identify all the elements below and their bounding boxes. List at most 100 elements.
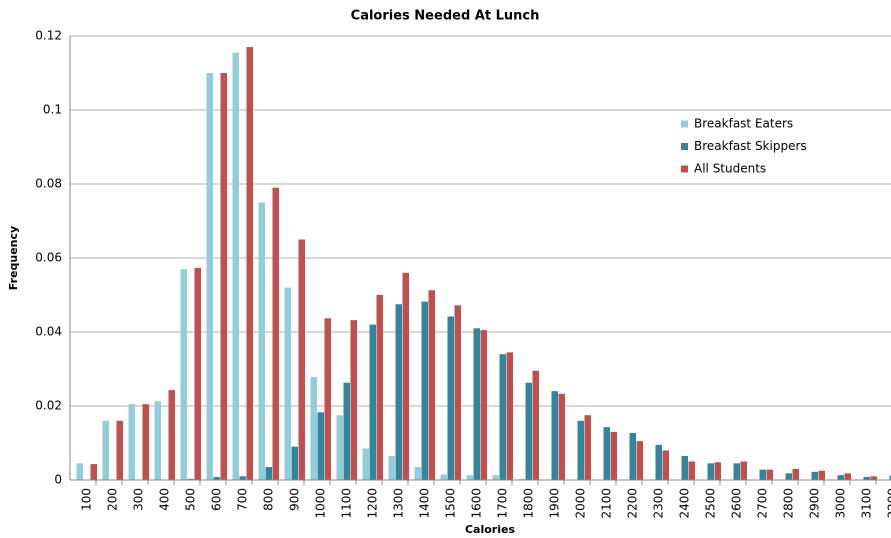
bar xyxy=(90,464,97,480)
bar xyxy=(220,73,227,480)
bar xyxy=(558,393,565,480)
bar xyxy=(414,467,421,480)
bar xyxy=(395,304,402,480)
bar xyxy=(636,441,643,480)
x-tick-label: 1100 xyxy=(340,488,354,519)
bar xyxy=(284,287,291,480)
x-tick-label: 1200 xyxy=(366,488,380,519)
x-tick-label: 3100 xyxy=(860,488,874,519)
bar xyxy=(272,187,279,480)
bar xyxy=(473,328,480,480)
bar xyxy=(310,377,317,480)
bar xyxy=(480,330,487,480)
bar xyxy=(258,202,265,480)
bar xyxy=(525,382,532,480)
bar xyxy=(837,475,844,480)
y-tick-label: 0.04 xyxy=(35,325,62,339)
bar xyxy=(194,267,201,480)
x-tick-label: 3200 xyxy=(886,488,891,519)
x-tick-label: 2800 xyxy=(782,488,796,519)
bar xyxy=(168,390,175,480)
x-tick-label: 1400 xyxy=(418,488,432,519)
bar xyxy=(324,318,331,480)
bar xyxy=(740,461,747,480)
x-tick-label: 2600 xyxy=(730,488,744,519)
bar xyxy=(350,320,357,480)
bar xyxy=(421,301,428,480)
x-tick-label: 400 xyxy=(158,488,172,511)
bar xyxy=(532,370,539,480)
x-axis-label: Calories xyxy=(465,523,515,536)
y-axis-label: Frequency xyxy=(7,226,20,290)
bar xyxy=(662,450,669,480)
chart-title: Calories Needed At Lunch xyxy=(351,9,540,24)
bar xyxy=(610,431,617,480)
bar xyxy=(317,412,324,480)
bar xyxy=(766,469,773,480)
legend-swatch xyxy=(681,165,688,173)
bar xyxy=(180,269,187,480)
bar xyxy=(116,420,123,480)
bar xyxy=(187,478,194,480)
bar xyxy=(447,316,454,480)
bar xyxy=(206,73,213,480)
bar xyxy=(402,272,409,480)
x-tick-label: 1300 xyxy=(392,488,406,519)
bar xyxy=(584,415,591,480)
x-tick-label: 2100 xyxy=(600,488,614,519)
bar xyxy=(688,461,695,480)
bar xyxy=(759,469,766,480)
x-tick-label: 2900 xyxy=(808,488,822,519)
legend-swatch xyxy=(681,143,688,150)
x-tick-label: 2500 xyxy=(704,488,718,519)
bar xyxy=(655,444,662,480)
bar xyxy=(707,463,714,480)
bar xyxy=(428,290,435,480)
bar xyxy=(506,352,513,480)
bar xyxy=(785,473,792,480)
bar xyxy=(629,433,636,480)
bar xyxy=(76,463,83,480)
bar xyxy=(499,354,506,480)
bar xyxy=(298,239,305,480)
x-tick-label: 1000 xyxy=(314,488,328,519)
x-tick-label: 1800 xyxy=(522,488,536,519)
bar xyxy=(492,475,499,480)
bar xyxy=(376,295,383,480)
bar xyxy=(246,47,253,480)
y-tick-label: 0.1 xyxy=(43,103,62,117)
bar xyxy=(232,52,239,481)
bar xyxy=(577,420,584,480)
bar xyxy=(239,476,246,480)
bar xyxy=(551,391,558,480)
x-tick-label: 300 xyxy=(132,488,146,511)
y-tick-label: 0.08 xyxy=(35,177,62,191)
x-tick-label: 1500 xyxy=(444,488,458,519)
x-tick-label: 3000 xyxy=(834,488,848,519)
bar xyxy=(714,462,721,480)
y-tick-label: 0.06 xyxy=(35,251,62,265)
y-tick-label: 0.02 xyxy=(35,399,62,413)
bar xyxy=(818,470,825,480)
legend-label: All Students xyxy=(694,162,766,176)
bar xyxy=(343,382,350,480)
bar xyxy=(844,473,851,480)
x-tick-label: 2400 xyxy=(678,488,692,519)
bar xyxy=(889,475,891,480)
x-tick-label: 500 xyxy=(184,488,198,511)
x-tick-label: 200 xyxy=(106,488,120,511)
x-tick-label: 700 xyxy=(236,488,250,511)
bar xyxy=(362,448,369,480)
bar xyxy=(213,477,220,480)
bar xyxy=(440,474,447,480)
bar xyxy=(154,401,161,480)
legend-label: Breakfast Eaters xyxy=(694,117,793,131)
bar xyxy=(603,427,610,480)
x-tick-label: 2700 xyxy=(756,488,770,519)
bar xyxy=(681,455,688,480)
x-tick-label: 800 xyxy=(262,488,276,511)
y-tick-label: 0.12 xyxy=(35,29,62,43)
x-tick-label: 2300 xyxy=(652,488,666,519)
legend-swatch xyxy=(681,120,688,128)
